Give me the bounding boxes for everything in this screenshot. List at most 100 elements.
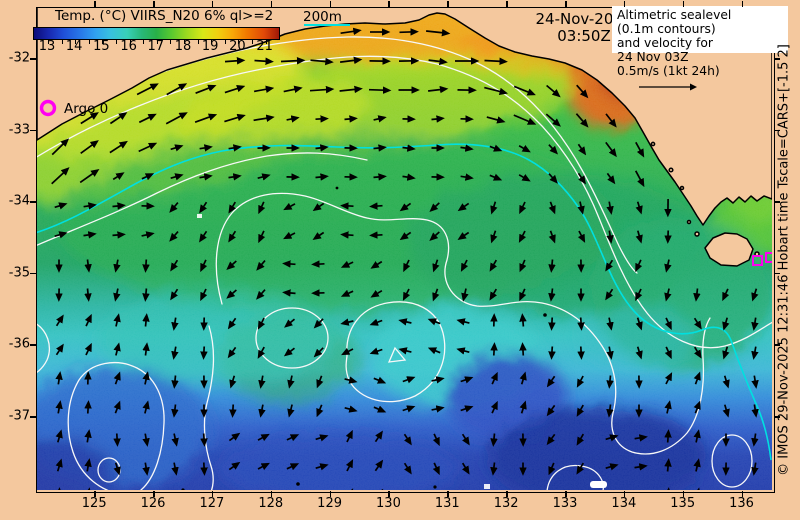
velocity-arrow <box>402 288 411 301</box>
velocity-arrow <box>751 404 759 418</box>
velocity-arrow <box>340 289 354 297</box>
velocity-arrow <box>199 173 213 181</box>
velocity-arrow <box>577 172 586 185</box>
lon-ticklabel: 125 <box>81 496 107 511</box>
velocity-arrow <box>456 318 470 326</box>
credit-text: © IMOS 29-Nov-2025 12:31:46 Hobart time … <box>776 44 792 476</box>
velocity-arrow <box>199 144 213 152</box>
velocity-arrow <box>286 115 300 123</box>
velocity-arrow <box>224 113 246 123</box>
velocity-arrow <box>489 173 503 181</box>
velocity-arrow <box>548 144 559 155</box>
velocity-arrow <box>142 433 150 447</box>
velocity-arrow <box>309 85 335 94</box>
lon-ticklabel: 135 <box>670 496 696 511</box>
velocity-arrow <box>548 288 556 302</box>
colorbar-ticklabel: 18 <box>174 39 192 54</box>
velocity-arrow <box>575 113 589 128</box>
velocity-arrow <box>282 260 296 268</box>
velocity-arrow <box>484 57 508 66</box>
velocity-arrow <box>51 167 70 185</box>
velocity-arrow <box>286 434 300 442</box>
velocity-arrow <box>605 141 617 158</box>
velocity-arrow <box>432 288 440 302</box>
velocity-arrow <box>228 201 237 214</box>
velocity-arrow <box>113 433 121 447</box>
annotation-line: 24 Nov 03Z <box>617 50 689 64</box>
colorbar-ticklabels: 13 14 15 16 17 18 19 20 21 <box>33 0 278 60</box>
velocity-arrow <box>548 317 556 331</box>
velocity-arrow <box>226 260 237 270</box>
velocity-arrow <box>369 231 383 239</box>
velocity-arrow <box>368 86 392 94</box>
velocity-arrow <box>722 404 730 418</box>
colorbar-ticklabel: 21 <box>256 39 273 54</box>
velocity-arrow <box>634 463 648 471</box>
velocity-arrow <box>83 231 97 239</box>
lon-ticklabel: 126 <box>140 496 166 511</box>
argo-label: Argo 0 <box>64 101 109 117</box>
lon-ticklabel: 128 <box>258 496 284 511</box>
velocity-arrow <box>373 173 387 181</box>
velocity-arrow <box>519 371 527 385</box>
velocity-arrow <box>490 400 498 414</box>
velocity-arrow <box>340 202 354 210</box>
velocity-arrow <box>136 83 159 96</box>
colorbar-ticklabel: 17 <box>147 39 165 54</box>
velocity-arrow <box>519 400 527 414</box>
lon-ticklabel: 129 <box>317 496 343 511</box>
velocity-arrow <box>518 174 531 182</box>
velocity-arrow <box>258 404 266 418</box>
velocity-arrow <box>693 346 702 359</box>
velocity-arrow <box>55 314 64 327</box>
velocity-arrow <box>84 429 92 443</box>
velocity-arrow <box>635 317 643 331</box>
velocity-arrow <box>370 260 383 269</box>
velocity-arrow <box>109 112 128 125</box>
axis-tickmark <box>447 1 449 7</box>
map-canvas[interactable] <box>36 7 775 493</box>
mooring-marker[interactable] <box>765 252 772 263</box>
velocity-arrow <box>313 318 324 329</box>
scale-arrow-icon <box>638 78 698 97</box>
velocity-arrow <box>142 462 150 476</box>
velocity-arrow <box>340 231 354 239</box>
velocity-arrow <box>428 57 448 66</box>
lon-ticklabel: 133 <box>552 496 578 511</box>
velocity-arrow <box>83 202 97 210</box>
velocity-arrow <box>751 288 759 302</box>
velocity-arrow <box>722 346 730 360</box>
velocity-arrow <box>432 433 440 447</box>
annotation-line: Altimetric sealevel <box>617 8 732 22</box>
velocity-arrow <box>200 433 208 447</box>
velocity-arrow <box>229 404 237 418</box>
velocity-arrow <box>456 347 470 355</box>
velocity-arrow <box>606 230 614 244</box>
axis-tickmark <box>774 416 780 418</box>
velocity-arrow <box>286 463 300 471</box>
velocity-arrow <box>80 112 99 125</box>
velocity-arrow <box>113 313 121 327</box>
mooring-marker[interactable] <box>752 255 763 266</box>
velocity-arrow <box>664 400 672 414</box>
velocity-arrow <box>429 202 440 213</box>
velocity-arrow <box>634 170 645 188</box>
velocity-arrow <box>142 400 150 414</box>
velocity-arrow <box>84 313 92 327</box>
velocity-arrow <box>403 433 412 446</box>
velocity-arrow <box>722 317 730 331</box>
velocity-arrow <box>171 462 179 476</box>
velocity-arrow <box>577 143 587 156</box>
velocity-arrow <box>315 434 329 442</box>
axis-tickmark <box>682 1 685 7</box>
velocity-arrow <box>344 376 358 384</box>
velocity-arrow <box>138 142 158 153</box>
velocity-arrow <box>340 260 354 268</box>
argo-marker[interactable] <box>39 99 57 117</box>
velocity-arrow <box>341 347 354 356</box>
colorbar-tickmark <box>61 39 63 44</box>
axis-tickmark <box>447 491 449 497</box>
velocity-arrow <box>312 202 325 212</box>
velocity-arrow <box>546 375 556 388</box>
velocity-arrow <box>170 288 179 301</box>
